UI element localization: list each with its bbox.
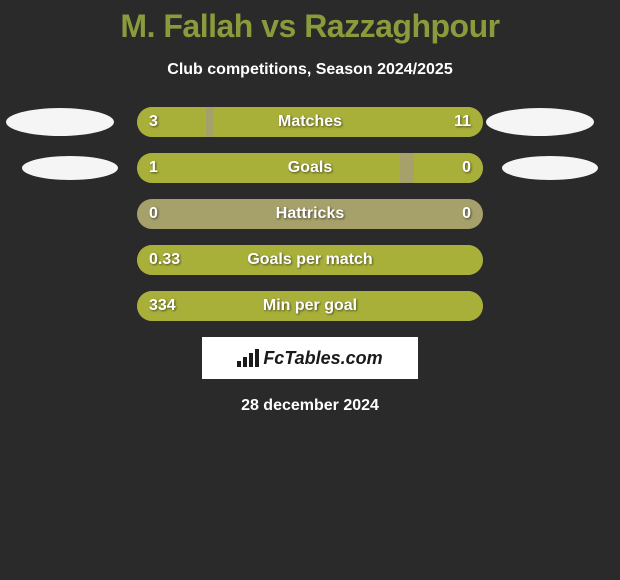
player-ellipse (486, 108, 594, 136)
stat-value-right: 0 (462, 205, 471, 223)
stat-row: 3 11 Matches (0, 107, 620, 137)
stat-label: Min per goal (263, 297, 357, 315)
stat-label: Goals (288, 159, 332, 177)
stat-value-left: 1 (149, 159, 158, 177)
bar-right-fill (414, 153, 483, 183)
stat-bar: 0 0 Hattricks (137, 199, 483, 229)
stats-rows: 3 11 Matches 1 0 Goals 0 0 Hattricks 0.33 Goals pe… (0, 107, 620, 321)
stat-bar: 3 11 Matches (137, 107, 483, 137)
bar-left-fill (137, 153, 400, 183)
stat-bar: 0.33 Goals per match (137, 245, 483, 275)
stat-row: 334 Min per goal (0, 291, 620, 321)
stat-row: 1 0 Goals (0, 153, 620, 183)
logo-text: FcTables.com (263, 348, 382, 369)
page-title: M. Fallah vs Razzaghpour (0, 0, 620, 45)
stat-value-left: 0.33 (149, 251, 180, 269)
stat-bar: 334 Min per goal (137, 291, 483, 321)
logo-box: FcTables.com (202, 337, 418, 379)
player-ellipse (22, 156, 118, 180)
bar-right-fill (213, 107, 483, 137)
stat-value-left: 3 (149, 113, 158, 131)
stat-value-left: 0 (149, 205, 158, 223)
stat-label: Goals per match (247, 251, 372, 269)
bar-left-fill (137, 107, 206, 137)
subtitle: Club competitions, Season 2024/2025 (0, 61, 620, 79)
stat-row: 0.33 Goals per match (0, 245, 620, 275)
stat-bar: 1 0 Goals (137, 153, 483, 183)
player-ellipse (502, 156, 598, 180)
stat-label: Hattricks (276, 205, 344, 223)
date-text: 28 december 2024 (0, 397, 620, 415)
stat-value-left: 334 (149, 297, 176, 315)
stat-value-right: 11 (454, 113, 471, 131)
chart-bars-icon (237, 349, 259, 367)
stat-row: 0 0 Hattricks (0, 199, 620, 229)
stat-value-right: 0 (462, 159, 471, 177)
player-ellipse (6, 108, 114, 136)
logo: FcTables.com (237, 348, 382, 369)
stat-label: Matches (278, 113, 342, 131)
